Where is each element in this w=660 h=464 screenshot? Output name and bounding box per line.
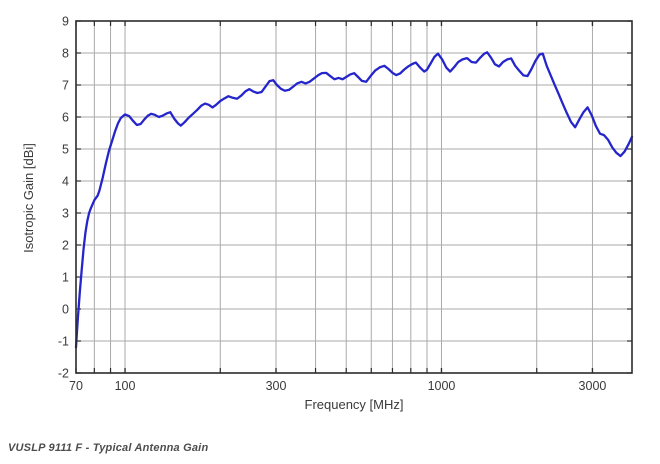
y-tick-label: 9	[62, 14, 69, 28]
x-tick-label: 70	[69, 379, 83, 393]
gain-curve-line	[74, 51, 634, 349]
y-tick-label: 4	[62, 174, 69, 188]
y-tick-label: 5	[62, 142, 69, 156]
x-tick-label: 3000	[579, 379, 607, 393]
y-axis-label: Isotropic Gain [dBi]	[21, 143, 36, 253]
plot-border	[75, 20, 633, 374]
y-tick-label: -2	[58, 366, 69, 380]
y-tick-label: 0	[62, 302, 69, 316]
y-tick-label: 3	[62, 206, 69, 220]
y-tick-label: -1	[58, 334, 69, 348]
y-tick-label: 2	[62, 238, 69, 252]
x-tick-label: 300	[266, 379, 287, 393]
y-tick-label: 8	[62, 46, 69, 60]
x-tick-label: 100	[115, 379, 136, 393]
y-tick-label: 1	[62, 270, 69, 284]
x-tick-label: 1000	[428, 379, 456, 393]
x-axis-label: Frequency [MHz]	[304, 397, 404, 412]
y-tick-label: 6	[62, 110, 69, 124]
figure-caption: VUSLP 9111 F - Typical Antenna Gain	[8, 442, 209, 454]
y-tick-label: 7	[62, 78, 69, 92]
